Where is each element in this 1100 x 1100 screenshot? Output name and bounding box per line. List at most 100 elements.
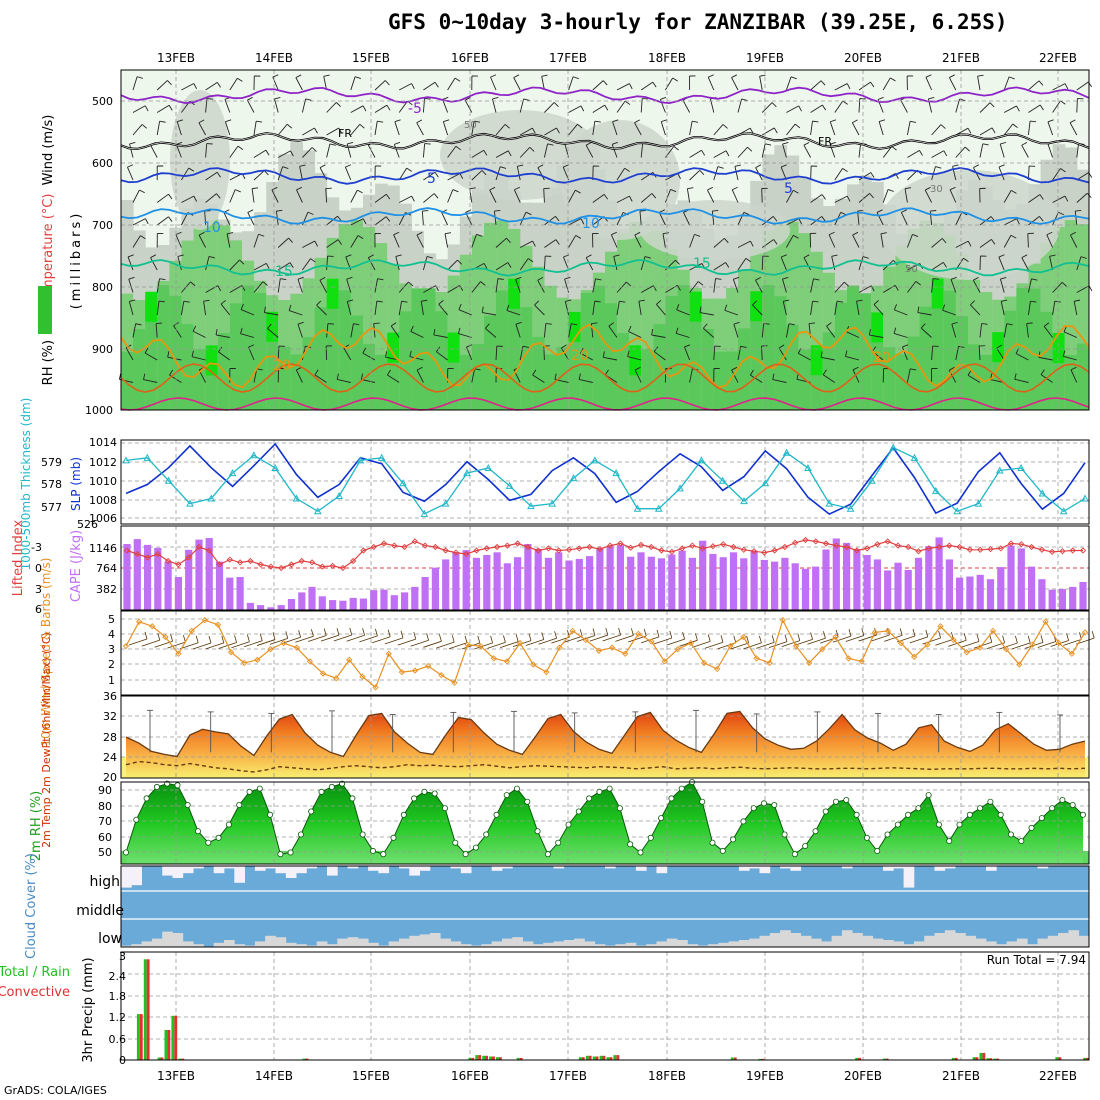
temp-contour-line	[120, 207, 1090, 225]
upper-wind-barb	[374, 80, 386, 91]
upper-wind-barb	[639, 211, 642, 226]
rh-point	[1080, 811, 1087, 818]
upper-wind-barb-flag	[137, 76, 144, 79]
cape-bar	[277, 605, 285, 610]
cape-bar	[1028, 566, 1036, 610]
upper-wind-barb	[906, 368, 911, 383]
cloud-high-gap	[759, 866, 771, 874]
wind10m-barb	[500, 641, 519, 649]
upper-wind-barb-flag	[454, 77, 461, 82]
upper-wind-barb	[737, 240, 751, 248]
upper-wind-barb-flag	[611, 231, 618, 236]
upper-wind-barb	[506, 310, 521, 316]
upper-wind-barb-flag	[410, 325, 414, 332]
wind10m-point	[1042, 618, 1049, 625]
upper-wind-barb-flag	[891, 146, 897, 151]
upper-wind-barb	[683, 212, 691, 226]
rh-grey-blob	[170, 90, 230, 230]
upper-wind-barb-flag	[750, 240, 754, 247]
cloud-low-bar	[327, 944, 338, 947]
upper-wind-barb-flag	[327, 323, 334, 325]
upper-wind-barb-flag	[442, 96, 449, 100]
rh-point	[781, 831, 788, 838]
upper-wind-barb-flag	[203, 299, 210, 302]
wind10m-barb-flag	[195, 635, 199, 643]
wind10m-point	[963, 649, 970, 656]
upper-wind-barb	[782, 278, 787, 293]
upper-wind-barb	[786, 105, 799, 113]
upper-wind-barb-flag	[225, 119, 232, 123]
upper-wind-barb-flag	[345, 164, 352, 168]
wind10m-point	[766, 659, 773, 667]
upper-wind-barb-flag	[150, 254, 157, 259]
wind10m-barb-flag	[1066, 633, 1069, 641]
upper-wind-barb-flag	[241, 285, 246, 291]
rh-high-column	[399, 311, 412, 410]
upper-wind-barb	[893, 332, 908, 338]
wind10m-point	[425, 662, 432, 670]
wind10m-point	[1055, 639, 1062, 647]
cloud-low-bar	[934, 933, 946, 947]
rh-points	[123, 779, 1087, 858]
upper-wind-barb	[900, 99, 908, 113]
upper-wind-barb	[810, 104, 823, 113]
upper-wind-barb-flag	[1080, 256, 1087, 259]
rh-peak-patch	[871, 312, 886, 343]
dewpt-line	[125, 760, 1086, 773]
ytick-temp-28: 28	[103, 731, 117, 744]
cape-bar	[483, 555, 491, 610]
ytick-temp-20: 20	[103, 771, 117, 784]
upper-wind-barb-flag	[297, 276, 304, 280]
wind10m-barb-flag	[528, 633, 532, 641]
upper-wind-barb-flag	[919, 150, 923, 156]
upper-wind-barb-flag	[295, 74, 302, 79]
rh-point	[246, 788, 253, 795]
thickness-point	[250, 451, 258, 459]
lifted-index-point	[411, 538, 418, 545]
upper-wind-barb	[362, 352, 376, 361]
upper-wind-barb	[215, 334, 230, 338]
upper-wind-barb-flag	[497, 278, 504, 280]
cape-bar	[873, 559, 881, 610]
upper-wind-barb-flag	[917, 306, 920, 313]
upper-wind-barb-flag	[773, 127, 778, 134]
wind10m-barb-flag	[503, 635, 506, 643]
upper-wind-barb-flag	[347, 141, 354, 145]
precip-convective-bar	[954, 1057, 958, 1060]
rh-high-column	[266, 319, 279, 410]
wind10m-point	[149, 623, 156, 630]
upper-wind-barb	[1070, 369, 1078, 383]
precip-convective-bar	[602, 1055, 606, 1060]
upper-wind-barb	[1049, 256, 1054, 271]
upper-wind-barb-flag	[143, 373, 146, 380]
upper-wind-barb	[229, 259, 240, 271]
thickness-point	[420, 509, 429, 517]
cloud-low-bar	[213, 942, 225, 947]
precip-total-bar	[302, 1058, 306, 1060]
cloud-low-bar	[553, 941, 565, 947]
rh-high-column	[665, 295, 679, 410]
ytick-li-0: 0	[35, 562, 42, 575]
upper-wind-barb	[580, 352, 594, 361]
upper-wind-barb-flag	[575, 189, 581, 194]
upper-wind-barb	[689, 263, 703, 271]
upper-wind-barb-flag	[1040, 369, 1045, 375]
upper-wind-barb-flag	[480, 281, 486, 286]
upper-wind-barb-flag	[263, 306, 266, 313]
cape-bar	[966, 576, 974, 610]
thickness-point	[591, 456, 599, 464]
cape-bar	[174, 577, 182, 610]
cape-bar	[740, 558, 748, 610]
wind10m-barb	[999, 642, 1018, 650]
lifted-index-point	[709, 543, 717, 550]
precip-convective-bar	[761, 1058, 765, 1060]
upper-wind-barb-flag	[168, 193, 173, 200]
wind10m-barb	[180, 642, 199, 650]
slp-line	[125, 442, 1086, 516]
cape-bar	[627, 556, 635, 610]
cape-bar	[318, 596, 326, 610]
upper-wind-barb-flag	[765, 143, 772, 146]
upper-wind-barb-flag	[314, 369, 319, 376]
upper-wind-barb-flag	[139, 189, 145, 194]
wind10m-barb-flag	[183, 635, 186, 643]
